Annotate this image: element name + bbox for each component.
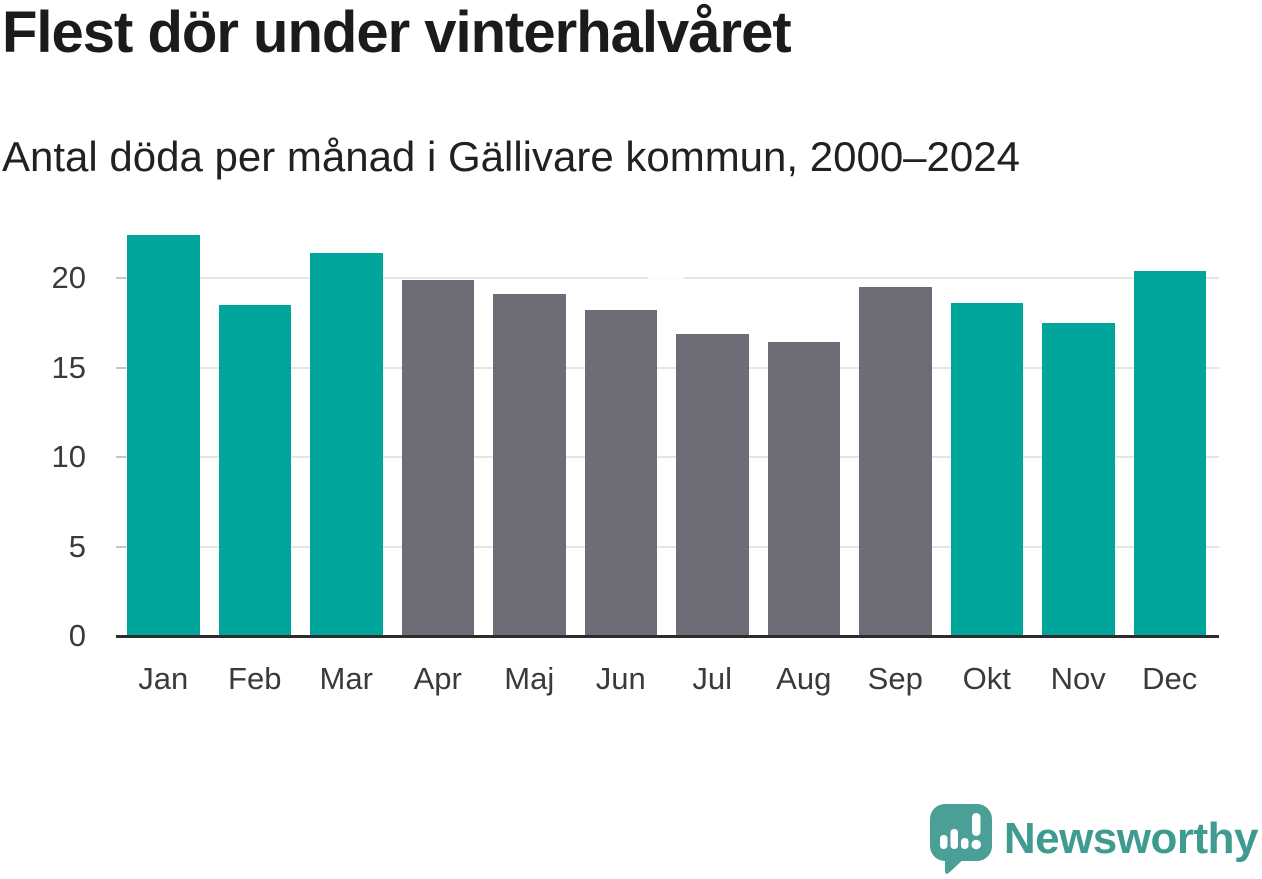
bar-chart: 0 5 10 15 20 Jan Feb Mar Apr Maj Jun Jul Aug Sep Okt N… — [0, 210, 1262, 720]
chart-title: Flest dör under vinterhalvåret — [2, 0, 792, 65]
y-axis-label-20: 20 — [51, 260, 86, 296]
y-tick-5 — [116, 545, 126, 548]
x-axis-label-mar: Mar — [319, 661, 373, 696]
x-axis-label-sep: Sep — [867, 661, 923, 696]
x-axis-labels: Jan Feb Mar Apr Maj Jun Jul Aug Sep Okt Nov Dec — [116, 656, 1219, 702]
bar-nov — [1042, 322, 1115, 636]
y-tick-20 — [116, 277, 126, 280]
bar-maj — [493, 294, 566, 636]
x-axis-label-jul: Jul — [692, 661, 733, 696]
x-axis-line — [116, 635, 1219, 638]
x-axis-label-jun: Jun — [595, 661, 646, 696]
bar-aug — [767, 342, 840, 636]
chart-subtitle: Antal döda per månad i Gällivare kommun,… — [2, 133, 1020, 180]
x-axis-label-okt: Okt — [962, 661, 1011, 696]
bar-okt — [950, 303, 1023, 636]
bar-jul — [676, 333, 749, 636]
bar-apr — [401, 279, 474, 636]
bar-jun — [584, 310, 657, 636]
y-axis-label-15: 15 — [51, 349, 86, 385]
bar-dec — [1133, 270, 1206, 636]
newsworthy-logo-text: Newsworthy — [1003, 813, 1259, 863]
x-axis-label-feb: Feb — [228, 661, 282, 696]
x-axis-label-aug: Aug — [776, 661, 832, 696]
x-axis-label-jan: Jan — [138, 661, 189, 696]
y-axis-label-5: 5 — [68, 528, 86, 564]
bar-feb — [218, 304, 291, 636]
gridline-gap-artifact — [647, 276, 685, 280]
x-axis-label-apr: Apr — [413, 661, 462, 696]
bar-mar — [310, 252, 383, 636]
y-tick-15 — [116, 366, 126, 369]
gridline-5 — [116, 545, 1219, 548]
bar-sep — [859, 286, 932, 636]
y-tick-10 — [116, 456, 126, 459]
bars-container — [116, 210, 1219, 636]
speech-bubble-bar-chart-exclamation-icon — [929, 804, 992, 874]
y-axis-labels: 0 5 10 15 20 — [0, 210, 86, 653]
plot-area — [116, 210, 1219, 638]
y-axis-label-10: 10 — [51, 439, 86, 475]
gridline-15 — [116, 366, 1219, 369]
newsworthy-brand: Newsworthy — [929, 802, 1259, 875]
x-axis-label-maj: Maj — [504, 661, 555, 696]
y-axis-label-0: 0 — [68, 618, 86, 653]
x-axis-label-nov: Nov — [1050, 661, 1106, 696]
gridline-10 — [116, 456, 1219, 459]
x-axis-label-dec: Dec — [1142, 661, 1198, 696]
bar-jan — [127, 235, 200, 636]
